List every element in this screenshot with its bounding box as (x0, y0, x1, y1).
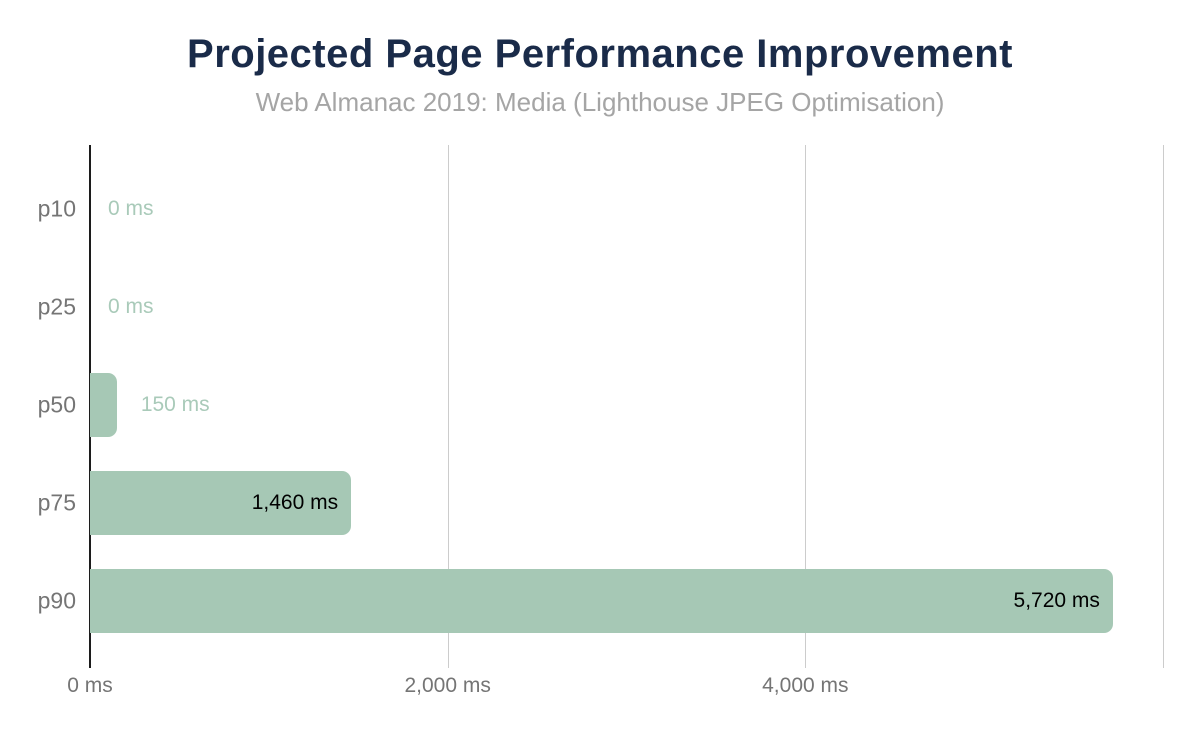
bar-row-p25: p25 0 ms (38, 258, 1163, 356)
bar-p75: 1,460 ms (90, 471, 352, 535)
bar-value-label-p75: 1,460 ms (251, 491, 339, 514)
y-axis-label-p75: p75 (37, 489, 76, 516)
bar-row-p10: p10 0 ms (38, 160, 1163, 258)
x-tick-label-2000: 2,000 ms (404, 674, 491, 697)
plot-area: p10 0 ms p25 0 ms p50 150 ms p75 1,460 ms p90 5,7… (38, 145, 1164, 668)
bar-row-p75: p75 1,460 ms (38, 454, 1163, 552)
bar-value-label-p25: 0 ms (108, 295, 154, 318)
x-tick-label-4000: 4,000 ms (762, 674, 849, 697)
bar-value-label-p90: 5,720 ms (1013, 589, 1100, 612)
y-axis-label-p10: p10 (37, 195, 76, 222)
chart-subtitle: Web Almanac 2019: Media (Lighthouse JPEG… (255, 87, 945, 117)
gridline-2000 (447, 145, 449, 668)
bar-p50 (90, 373, 117, 437)
y-axis-label-p50: p50 (37, 391, 76, 418)
bar-p90: 5,720 ms (90, 569, 1113, 633)
gridline-6000 (1163, 145, 1164, 668)
chart-title: Projected Page Performance Improvement (187, 32, 1013, 76)
y-axis-label-p25: p25 (37, 293, 76, 320)
bar-row-p50: p50 150 ms (38, 356, 1163, 454)
gridline-4000 (805, 145, 807, 668)
bar-row-p90: p90 5,720 ms (38, 552, 1163, 650)
x-axis-tick-labels: 0 ms 2,000 ms 4,000 ms (67, 674, 1163, 702)
y-axis-label-p90: p90 (37, 587, 76, 614)
x-tick-label-0: 0 ms (67, 674, 113, 697)
bar-value-label-p10: 0 ms (108, 197, 154, 220)
bar-value-label-p50: 150 ms (140, 393, 210, 416)
